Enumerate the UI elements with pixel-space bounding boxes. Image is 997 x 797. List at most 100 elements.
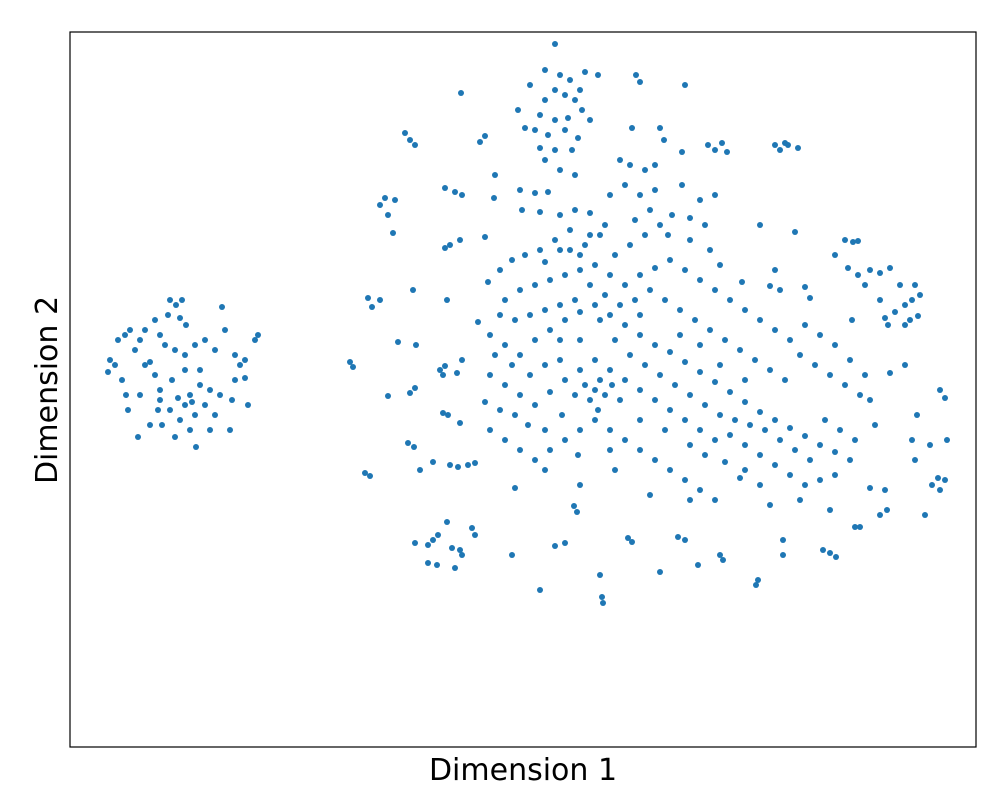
point — [542, 157, 548, 163]
point — [137, 392, 143, 398]
point — [407, 390, 413, 396]
point — [255, 332, 261, 338]
point — [542, 67, 548, 73]
point — [552, 237, 558, 243]
point — [169, 377, 175, 383]
point — [842, 382, 848, 388]
point — [582, 382, 588, 388]
point — [627, 242, 633, 248]
point — [575, 135, 581, 141]
point — [430, 459, 436, 465]
point — [617, 157, 623, 163]
point — [767, 502, 773, 508]
point — [449, 545, 455, 551]
point — [897, 282, 903, 288]
point — [577, 252, 583, 258]
point — [577, 337, 583, 343]
point — [444, 519, 450, 525]
point — [425, 542, 431, 548]
point — [902, 362, 908, 368]
point — [411, 444, 417, 450]
point — [802, 433, 808, 439]
point — [475, 319, 481, 325]
point — [487, 372, 493, 378]
point — [637, 417, 643, 423]
point — [687, 497, 693, 503]
point — [855, 238, 861, 244]
point — [722, 459, 728, 465]
point — [512, 412, 518, 418]
point — [187, 427, 193, 433]
point — [189, 399, 195, 405]
point — [687, 442, 693, 448]
x-axis-label: Dimension 1 — [429, 753, 617, 788]
point — [662, 297, 668, 303]
point — [820, 547, 826, 553]
point — [417, 467, 423, 473]
point — [572, 207, 578, 213]
point — [382, 195, 388, 201]
point — [445, 412, 451, 418]
point — [232, 377, 238, 383]
point — [787, 425, 793, 431]
point — [782, 140, 788, 146]
point — [884, 507, 890, 513]
point — [622, 377, 628, 383]
point — [912, 282, 918, 288]
point — [572, 297, 578, 303]
point — [772, 327, 778, 333]
point — [557, 302, 563, 308]
point — [542, 427, 548, 433]
point — [792, 229, 798, 235]
point — [592, 357, 598, 363]
point — [562, 92, 568, 98]
point — [572, 97, 578, 103]
point — [552, 543, 558, 549]
point — [862, 372, 868, 378]
point — [574, 509, 580, 515]
point — [492, 172, 498, 178]
point — [627, 352, 633, 358]
point — [152, 317, 158, 323]
point — [892, 309, 898, 315]
point — [642, 232, 648, 238]
point — [385, 393, 391, 399]
point — [637, 79, 643, 85]
point — [545, 189, 551, 195]
point — [482, 133, 488, 139]
point — [442, 185, 448, 191]
point — [517, 287, 523, 293]
point — [657, 569, 663, 575]
point — [692, 317, 698, 323]
point — [757, 317, 763, 323]
point — [817, 332, 823, 338]
point — [697, 427, 703, 433]
point — [497, 312, 503, 318]
point — [557, 212, 563, 218]
point — [607, 447, 613, 453]
point — [712, 437, 718, 443]
point — [532, 402, 538, 408]
point — [157, 387, 163, 393]
point — [532, 337, 538, 343]
point — [487, 427, 493, 433]
point — [852, 437, 858, 443]
point — [177, 315, 183, 321]
point — [842, 237, 848, 243]
point — [179, 297, 185, 303]
point — [739, 279, 745, 285]
point — [602, 222, 608, 228]
point — [527, 312, 533, 318]
point — [577, 309, 583, 315]
point — [807, 457, 813, 463]
point — [777, 437, 783, 443]
point — [679, 149, 685, 155]
point — [847, 457, 853, 463]
point — [587, 282, 593, 288]
point — [547, 447, 553, 453]
point — [157, 332, 163, 338]
point — [697, 197, 703, 203]
point — [767, 283, 773, 289]
point — [119, 377, 125, 383]
point — [377, 297, 383, 303]
